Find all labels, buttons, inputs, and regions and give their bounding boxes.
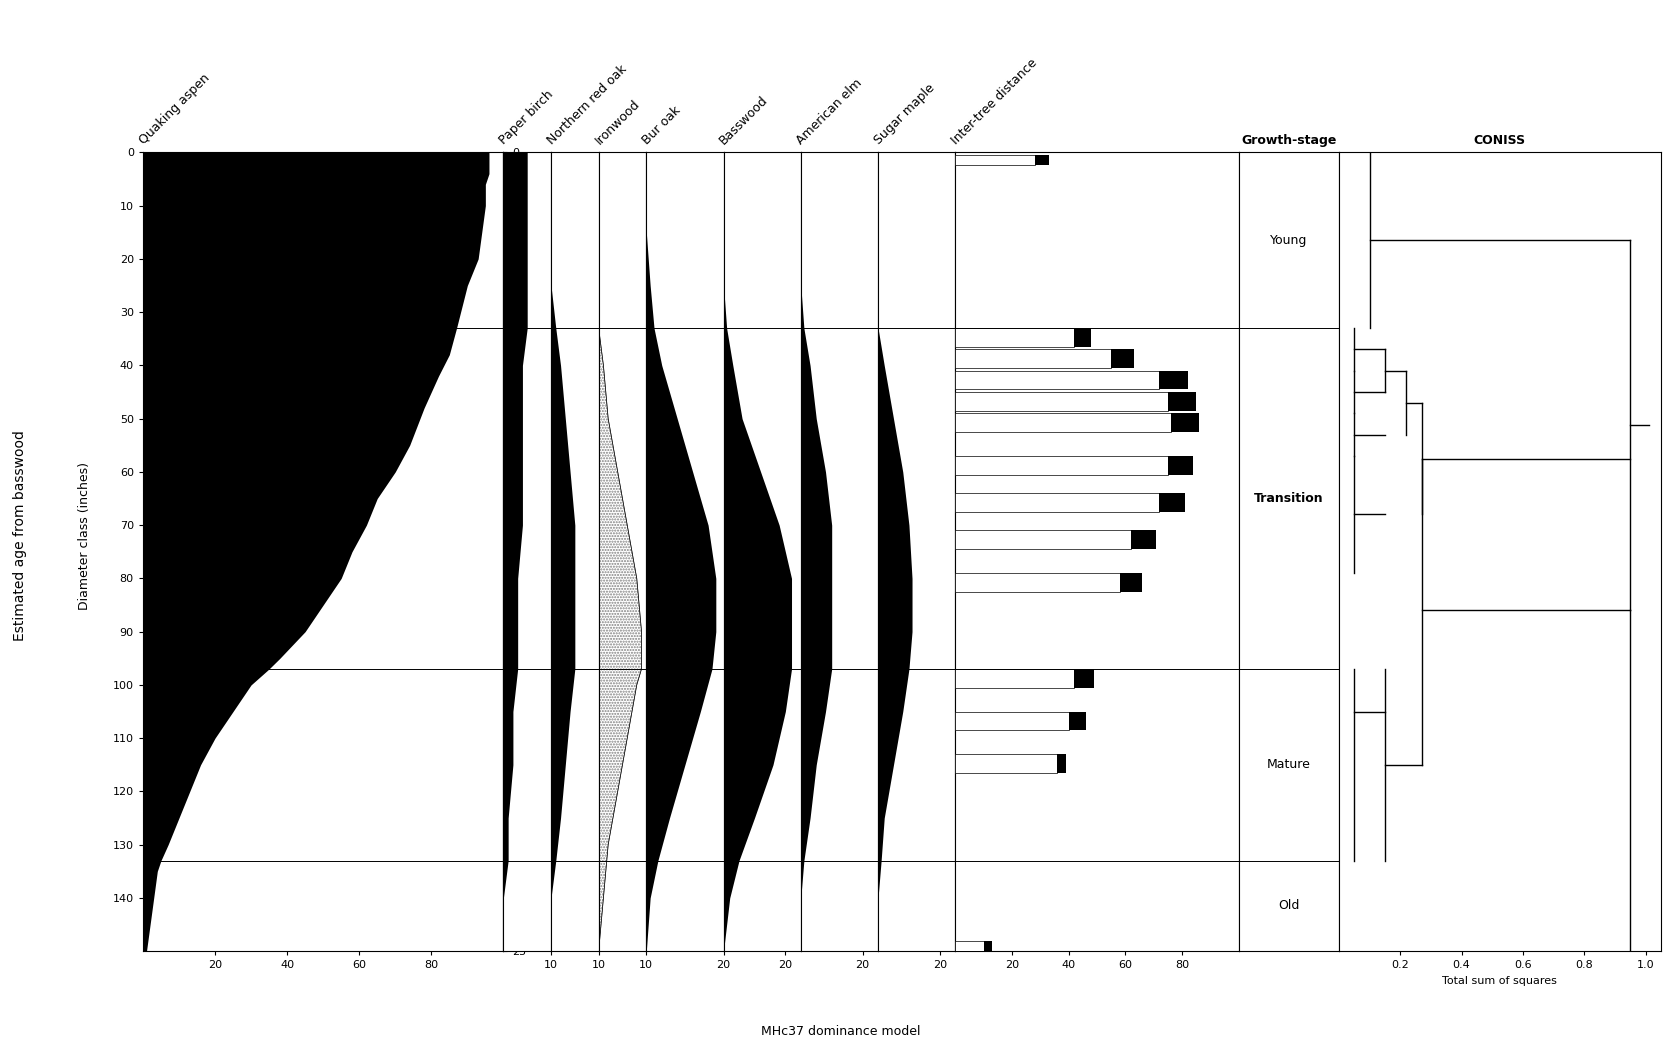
Bar: [1168, 392, 1196, 411]
Bar: [954, 668, 1074, 687]
Bar: [954, 328, 1074, 347]
X-axis label: Total sum of squares: Total sum of squares: [1441, 975, 1556, 986]
Bar: [954, 349, 1110, 368]
Bar: [1168, 456, 1193, 475]
Bar: [954, 755, 1057, 772]
Text: Bur oak: Bur oak: [640, 104, 682, 147]
Bar: [954, 573, 1119, 592]
Bar: [1169, 413, 1198, 432]
Text: Estimated age from basswood: Estimated age from basswood: [13, 431, 27, 641]
Bar: [954, 712, 1068, 730]
Bar: [1074, 328, 1090, 347]
Text: Basswood: Basswood: [717, 94, 771, 147]
Bar: [954, 941, 983, 954]
Text: Quaking aspen: Quaking aspen: [136, 71, 212, 147]
Text: CONISS: CONISS: [1473, 133, 1525, 147]
Bar: [1159, 493, 1184, 512]
Bar: [983, 941, 991, 954]
Text: Growth-stage: Growth-stage: [1240, 133, 1336, 147]
Bar: [954, 392, 1168, 411]
Text: American elm: American elm: [795, 76, 865, 147]
Bar: [954, 531, 1131, 549]
Bar: [1033, 156, 1048, 165]
Bar: [1110, 349, 1132, 368]
Bar: [1068, 712, 1085, 730]
Text: Northern red oak: Northern red oak: [544, 62, 628, 147]
Bar: [1119, 573, 1141, 592]
Text: Old: Old: [1277, 900, 1299, 912]
Bar: [954, 156, 1033, 165]
Bar: [1057, 755, 1065, 772]
Text: Inter-tree distance: Inter-tree distance: [948, 56, 1040, 147]
Bar: [1159, 371, 1186, 389]
Bar: [954, 456, 1168, 475]
Text: Mature: Mature: [1267, 758, 1310, 771]
Bar: [1131, 531, 1156, 549]
Text: Young: Young: [1270, 233, 1307, 247]
Text: Sugar maple: Sugar maple: [872, 81, 937, 147]
Text: Ironwood: Ironwood: [591, 97, 642, 147]
Bar: [1074, 668, 1094, 687]
Bar: [954, 371, 1159, 389]
Text: Transition: Transition: [1253, 492, 1322, 506]
Text: Diameter class (inches): Diameter class (inches): [77, 462, 91, 610]
Bar: [954, 493, 1159, 512]
Bar: [954, 413, 1169, 432]
Text: MHc37 dominance model: MHc37 dominance model: [761, 1026, 919, 1038]
Text: Paper birch: Paper birch: [497, 87, 556, 147]
